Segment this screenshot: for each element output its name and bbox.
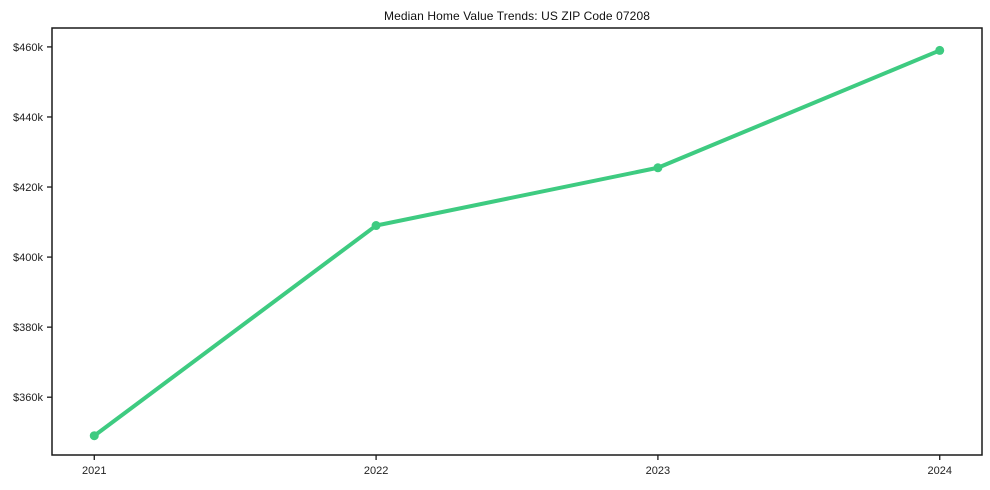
y-tick-label: $420k [13, 182, 43, 194]
chart-title: Median Home Value Trends: US ZIP Code 07… [383, 9, 650, 23]
y-tick-label: $400k [13, 252, 43, 264]
x-tick-label: 2021 [82, 465, 106, 477]
x-tick-label: 2023 [646, 465, 670, 477]
y-tick-label: $460k [13, 42, 43, 54]
data-point-marker [89, 431, 99, 441]
data-point-marker [371, 221, 381, 231]
y-tick-label: $380k [13, 322, 43, 334]
data-point-marker [653, 163, 663, 173]
x-tick-label: 2024 [927, 465, 951, 477]
plot-frame [51, 27, 983, 456]
y-tick-label: $440k [13, 112, 43, 124]
x-tick-label: 2022 [364, 465, 388, 477]
trend-line [92, 48, 942, 438]
data-point-marker [935, 45, 945, 55]
y-tick-label: $360k [13, 392, 43, 404]
